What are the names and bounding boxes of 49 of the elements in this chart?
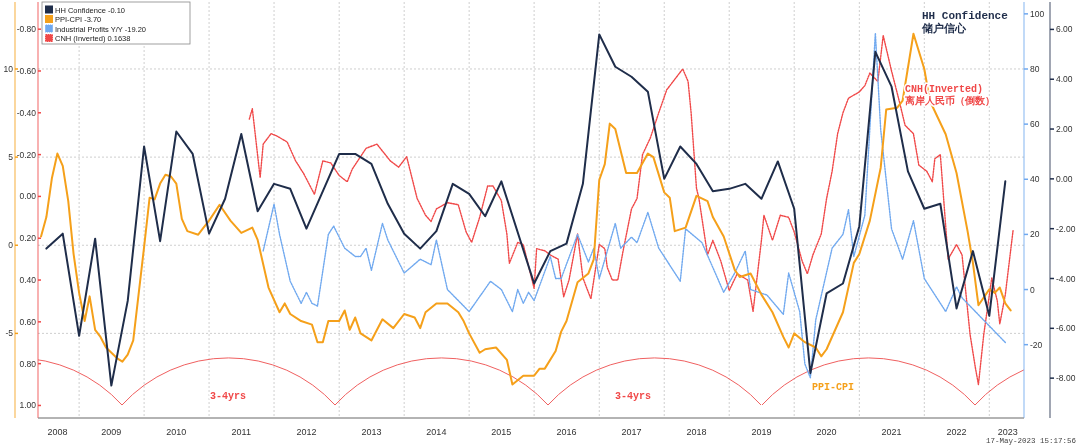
y3-tick-label: 80 <box>1030 63 1040 74</box>
y2-tick-label: 0.60 <box>19 316 37 327</box>
x-tick-label: 2008 <box>47 427 68 437</box>
y3-tick-label: -20 <box>1030 339 1043 350</box>
x-tick-label: 2019 <box>751 427 772 437</box>
x-tick-label: 2010 <box>166 427 187 437</box>
y3-tick-label: 100 <box>1030 8 1045 19</box>
x-tick-label: 2022 <box>946 427 967 437</box>
y2-tick-label: -0.20 <box>16 149 37 160</box>
y3-tick-label: 40 <box>1030 174 1040 185</box>
y-tick-label: 0.00 <box>1056 173 1073 184</box>
y2-tick-label: -0.80 <box>16 24 37 35</box>
y3-tick-label: 0 <box>1030 284 1035 295</box>
y2-tick-label: -0.60 <box>16 65 37 76</box>
x-tick-label: 2009 <box>101 427 122 437</box>
annotation: 3-4yrs <box>615 391 652 402</box>
x-tick-label: 2023 <box>997 427 1018 437</box>
y2-tick-label: 0.20 <box>19 233 37 244</box>
y2-tick-label: 0.40 <box>19 275 37 286</box>
x-tick-label: 2014 <box>426 427 447 437</box>
annotation: PPI-CPI <box>812 382 855 393</box>
annotation: HH Confidence 储户信心 <box>921 10 1009 35</box>
y-tick-label: 2.00 <box>1056 124 1073 135</box>
y3-tick-label: 60 <box>1030 119 1040 130</box>
y2-tick-label: -0.40 <box>16 107 37 118</box>
y-tick-label: -4.00 <box>1056 273 1076 284</box>
y-tick-label: 0 <box>8 240 14 251</box>
y-tick-label: -2.00 <box>1056 223 1076 234</box>
annotation: 3-4yrs <box>210 391 247 402</box>
y-tick-label: 6.00 <box>1056 24 1073 35</box>
x-tick-label: 2015 <box>491 427 512 437</box>
y-tick-label: -6.00 <box>1056 323 1076 334</box>
y3-tick-label: 20 <box>1030 229 1040 240</box>
y-tick-label: 10 <box>3 63 14 74</box>
x-tick-label: 2020 <box>816 427 837 437</box>
y2-tick-label: 0.80 <box>19 358 37 369</box>
y-tick-label: -5 <box>5 328 14 339</box>
y-tick-label: 4.00 <box>1056 74 1073 85</box>
x-tick-label: 2021 <box>881 427 902 437</box>
x-tick-label: 2011 <box>231 427 251 437</box>
y2-tick-label: 1.00 <box>19 400 37 411</box>
x-tick-label: 2017 <box>621 427 642 437</box>
x-tick-label: 2016 <box>556 427 577 437</box>
x-tick-label: 2012 <box>296 427 317 437</box>
y-tick-label: -8.00 <box>1056 373 1076 384</box>
y-tick-label: 5 <box>8 152 14 163</box>
x-tick-label: 2013 <box>361 427 382 437</box>
y2-tick-label: 0.00 <box>19 191 37 202</box>
x-tick-label: 2018 <box>686 427 707 437</box>
